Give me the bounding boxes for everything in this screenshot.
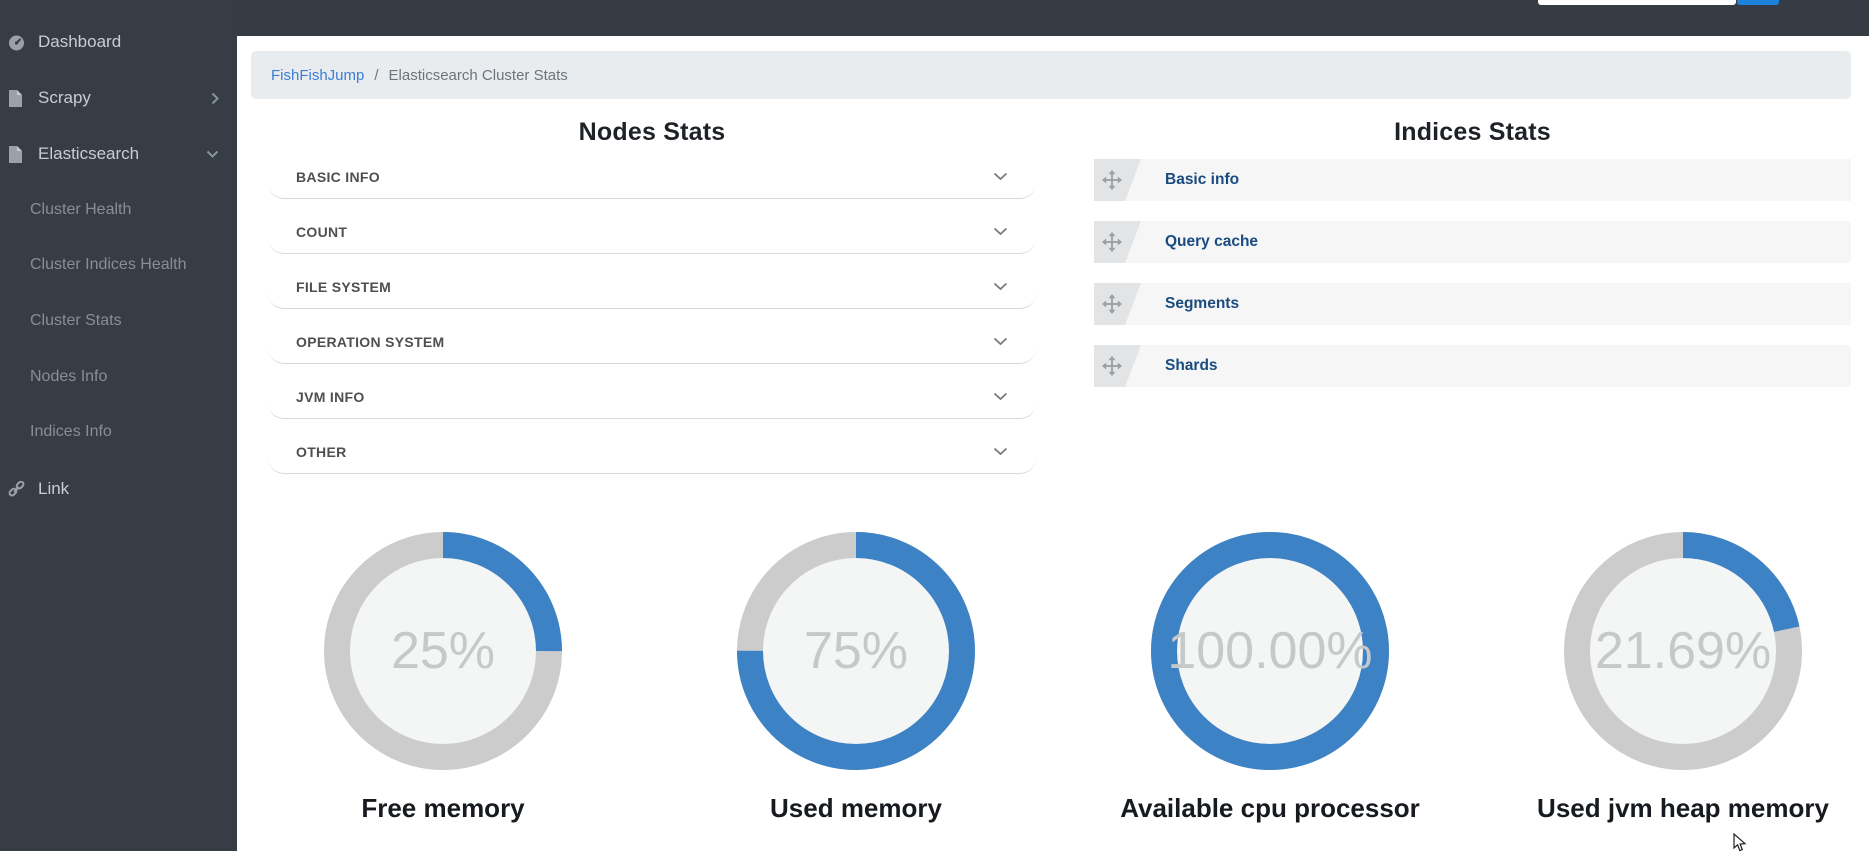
- sidebar-subitem-label: Cluster Health: [30, 201, 132, 218]
- accordion-section-file-system[interactable]: FILE SYSTEM: [268, 265, 1036, 309]
- sidebar-subitem-label: Cluster Indices Health: [30, 256, 187, 273]
- gauge-label: Free memory: [361, 793, 525, 823]
- accordion-section-jvm-info[interactable]: JVM INFO: [268, 375, 1036, 419]
- sidebar-item-cluster-health[interactable]: Cluster Health: [30, 195, 229, 225]
- drag-handle[interactable]: [1094, 345, 1141, 387]
- chevron-down-icon: [993, 227, 1008, 236]
- sidebar-item-indices-info[interactable]: Indices Info: [30, 417, 229, 447]
- sidebar-subitem-label: Cluster Stats: [30, 312, 122, 329]
- sidebar-item-label: Dashboard: [38, 32, 122, 51]
- donut-chart: [737, 532, 975, 770]
- gauge-used-jvm-heap: 21.69% Used jvm heap memory: [1483, 531, 1869, 824]
- breadcrumb-home-link[interactable]: FishFishJump: [271, 66, 365, 84]
- sidebar-item-label: Link: [38, 479, 70, 498]
- accordion-section-label: FILE SYSTEM: [296, 278, 392, 295]
- gauge-value: 100.00%: [1167, 622, 1373, 680]
- file-icon: [8, 89, 30, 107]
- accordion-section-basic-info[interactable]: BASIC INFO: [268, 155, 1036, 199]
- indices-item-label: Shards: [1165, 357, 1218, 374]
- top-navbar: [0, 0, 1869, 36]
- chevron-down-icon: [993, 392, 1008, 401]
- indices-item-shards[interactable]: Shards: [1094, 345, 1851, 387]
- indices-stats-list: Basic info Query cache Segments Shards: [1094, 159, 1851, 407]
- breadcrumb: FishFishJump / Elasticsearch Cluster Sta…: [251, 51, 1851, 99]
- gauge-value: 75%: [803, 622, 909, 680]
- indices-item-segments[interactable]: Segments: [1094, 283, 1851, 325]
- breadcrumb-separator: /: [374, 66, 379, 84]
- accordion-section-label: JVM INFO: [296, 388, 365, 405]
- donut-chart: [1151, 532, 1389, 770]
- gauge-label: Available cpu processor: [1120, 793, 1420, 823]
- sidebar-item-scrapy[interactable]: Scrapy: [8, 81, 229, 115]
- search-button[interactable]: [1737, 0, 1779, 5]
- sidebar-item-cluster-indices-health[interactable]: Cluster Indices Health: [30, 250, 229, 280]
- accordion-section-label: BASIC INFO: [296, 168, 380, 185]
- move-icon: [1102, 232, 1122, 252]
- chevron-down-icon: [993, 337, 1008, 346]
- breadcrumb-current: Elasticsearch Cluster Stats: [388, 66, 568, 84]
- chevron-right-icon: [211, 92, 219, 105]
- indices-item-query-cache[interactable]: Query cache: [1094, 221, 1851, 263]
- indices-item-label: Segments: [1165, 295, 1240, 312]
- file-icon: [8, 145, 30, 163]
- move-icon: [1102, 170, 1122, 190]
- accordion-section-count[interactable]: COUNT: [268, 210, 1036, 254]
- gauge-label: Used jvm heap memory: [1537, 793, 1829, 823]
- accordion-section-operation-system[interactable]: OPERATION SYSTEM: [268, 320, 1036, 364]
- sidebar-item-cluster-stats[interactable]: Cluster Stats: [30, 306, 229, 336]
- chevron-down-icon: [993, 282, 1008, 291]
- accordion-section-other[interactable]: OTHER: [268, 430, 1036, 474]
- sidebar-item-nodes-info[interactable]: Nodes Info: [30, 362, 229, 392]
- nodes-stats-accordion: BASIC INFO COUNT FILE SYSTEM OPERATION S…: [268, 155, 1036, 485]
- sidebar-subitem-label: Nodes Info: [30, 368, 108, 385]
- accordion-section-label: OPERATION SYSTEM: [296, 333, 445, 350]
- indices-item-basic-info[interactable]: Basic info: [1094, 159, 1851, 201]
- link-icon: [8, 480, 30, 498]
- sidebar-item-link[interactable]: Link: [8, 472, 229, 506]
- move-icon: [1102, 294, 1122, 314]
- sidebar-item-label: Elasticsearch: [38, 144, 140, 163]
- donut-chart: [1564, 532, 1802, 770]
- indices-stats-title: Indices Stats: [1394, 118, 1551, 146]
- tachometer-icon: [8, 34, 30, 51]
- drag-handle[interactable]: [1094, 221, 1141, 263]
- indices-item-label: Basic info: [1165, 171, 1240, 188]
- indices-item-label: Query cache: [1165, 233, 1259, 250]
- sidebar-item-elasticsearch[interactable]: Elasticsearch: [8, 137, 229, 171]
- gauge-label: Used memory: [770, 793, 942, 823]
- move-icon: [1102, 356, 1122, 376]
- chevron-down-icon: [206, 150, 219, 158]
- chevron-down-icon: [993, 447, 1008, 456]
- nodes-stats-title: Nodes Stats: [578, 118, 726, 146]
- gauge-value: 25%: [390, 622, 496, 680]
- gauge-available-cpu: 100.00% Available cpu processor: [1070, 531, 1470, 824]
- chevron-down-icon: [993, 172, 1008, 181]
- accordion-section-label: OTHER: [296, 443, 347, 460]
- drag-handle[interactable]: [1094, 159, 1141, 201]
- sidebar-item-label: Scrapy: [38, 88, 91, 107]
- sidebar-item-dashboard[interactable]: Dashboard: [8, 25, 229, 59]
- gauge-value: 21.69%: [1594, 622, 1772, 680]
- sidebar-subitem-label: Indices Info: [30, 423, 112, 440]
- accordion-section-label: COUNT: [296, 223, 348, 240]
- drag-handle[interactable]: [1094, 283, 1141, 325]
- sidebar: Dashboard Scrapy Elasticsearch Cluster H…: [0, 0, 237, 851]
- search-input[interactable]: [1538, 0, 1736, 5]
- gauge-used-memory: 75% Used memory: [656, 531, 1056, 824]
- gauge-free-memory: 25% Free memory: [243, 531, 643, 824]
- donut-chart: [324, 532, 562, 770]
- main-content: FishFishJump / Elasticsearch Cluster Sta…: [237, 36, 1869, 851]
- mouse-cursor: [1733, 833, 1747, 852]
